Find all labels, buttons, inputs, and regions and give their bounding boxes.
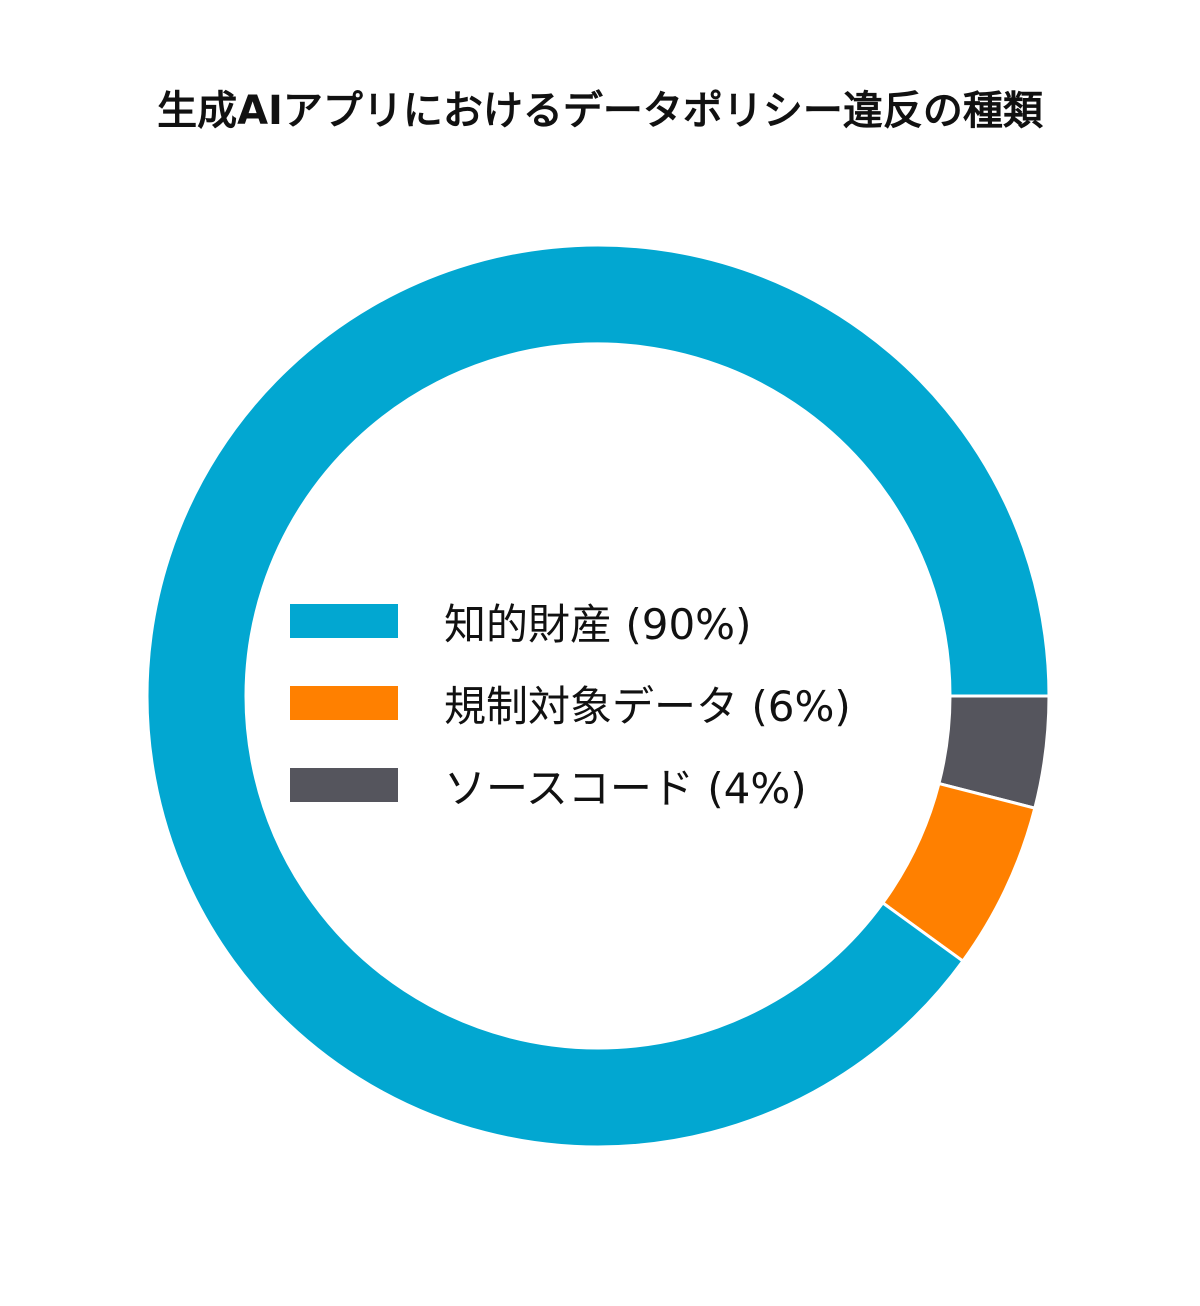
- legend-label: 規制対象データ (6%): [444, 681, 851, 731]
- donut-slices: [145, 243, 1051, 1149]
- legend-swatch-ip: [290, 604, 398, 638]
- legend-swatch-source: [290, 768, 398, 802]
- legend-swatch-regulated: [290, 686, 398, 720]
- legend-label: 知的財産 (90%): [444, 599, 752, 649]
- legend-label: ソースコード (4%): [444, 763, 807, 813]
- legend: 知的財産 (90%) 規制対象データ (6%) ソースコード (4%): [290, 580, 851, 826]
- chart-title: 生成AIアプリにおけるデータポリシー違反の種類: [157, 88, 1043, 134]
- donut-slice-0: [145, 243, 1051, 1149]
- legend-item: ソースコード (4%): [290, 744, 851, 826]
- legend-item: 知的財産 (90%): [290, 580, 851, 662]
- legend-item: 規制対象データ (6%): [290, 662, 851, 744]
